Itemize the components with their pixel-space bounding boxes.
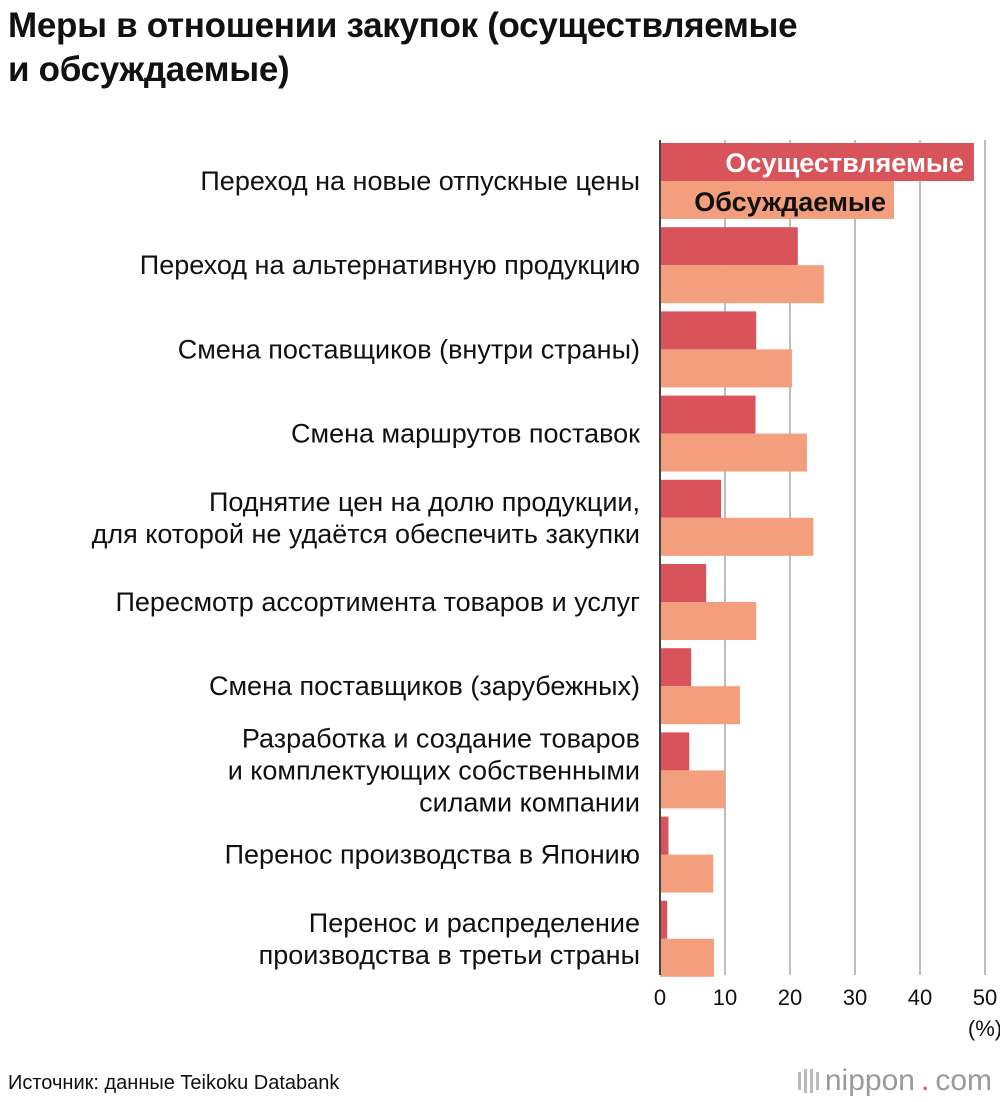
category-label-5-line-2: для которой не удаётся обеспечить закупк… bbox=[92, 519, 640, 549]
x-tick-label-30: 30 bbox=[843, 985, 867, 1010]
logo-tld: com bbox=[935, 1064, 992, 1097]
bar-implemented-3 bbox=[660, 311, 757, 350]
logo-name: nippon bbox=[824, 1064, 915, 1097]
bar-implemented-10 bbox=[660, 900, 668, 939]
bar-implemented-1 bbox=[660, 143, 974, 181]
bar-chart: 0 10 20 30 40 50 (%) Переход на новые отпускные… bbox=[92, 140, 1000, 1041]
bar-discussed-4 bbox=[660, 433, 807, 472]
legend-implemented: Осуществляемые bbox=[725, 148, 964, 178]
category-label-2: Переход на альтернативную продукцию bbox=[140, 250, 640, 280]
logo-mark-icon bbox=[797, 1069, 819, 1093]
x-tick-label-10: 10 bbox=[713, 985, 737, 1010]
bar-discussed-8 bbox=[660, 770, 725, 809]
category-label-8-line-3: силами компании bbox=[419, 787, 640, 817]
bar-implemented-7 bbox=[660, 648, 692, 687]
x-tick-label-40: 40 bbox=[908, 985, 932, 1010]
x-tick-label-50: 50 bbox=[973, 985, 997, 1010]
category-label-10-line-1: Перенос и распределение bbox=[309, 908, 640, 938]
category-label-3: Смена поставщиков (внутри страны) bbox=[178, 334, 640, 364]
logo-dot: . bbox=[920, 1064, 930, 1097]
category-label-6: Пересмотр ассортимента товаров и услуг bbox=[116, 587, 641, 617]
category-label-8-line-1: Разработка и создание товаров bbox=[242, 723, 640, 753]
category-label-8-line-2: и комплектующих собственными bbox=[228, 755, 640, 785]
bar-implemented-5 bbox=[660, 479, 722, 518]
bar-discussed-10 bbox=[660, 938, 714, 977]
bar-implemented-2 bbox=[660, 227, 798, 266]
chart-title-line-2: и обсуждаемые) bbox=[8, 50, 290, 89]
bar-discussed-5 bbox=[660, 517, 814, 556]
category-label-9: Перенос производства в Японию bbox=[225, 840, 640, 870]
nippon-logo: nippon. com bbox=[797, 1064, 992, 1098]
bar-discussed-7 bbox=[660, 686, 740, 725]
bar-implemented-4 bbox=[660, 395, 756, 434]
chart-title: Меры в отношении закупок (осуществляемые… bbox=[8, 4, 993, 92]
bar-discussed-3 bbox=[660, 349, 792, 388]
category-label-7: Смена поставщиков (зарубежных) bbox=[209, 671, 640, 701]
source-note: Источник: данные Teikoku Databank bbox=[8, 1072, 340, 1094]
category-label-10-line-2: производства в третьи страны bbox=[259, 940, 640, 970]
bar-discussed-9 bbox=[660, 854, 714, 893]
category-label-4: Смена маршрутов поставок bbox=[291, 419, 640, 449]
bar-discussed-2 bbox=[660, 265, 824, 304]
category-label-5-line-1: Поднятие цен на долю продукции, bbox=[209, 487, 640, 517]
legend-discussed: Обсуждаемые bbox=[694, 187, 886, 217]
bar-discussed-1 bbox=[660, 181, 894, 219]
bar-implemented-9 bbox=[660, 816, 669, 855]
bar-implemented-8 bbox=[660, 732, 690, 771]
bar-implemented-6 bbox=[660, 564, 707, 602]
x-axis-unit: (%) bbox=[968, 1016, 1000, 1041]
x-tick-label-20: 20 bbox=[778, 985, 802, 1010]
bar-discussed-6 bbox=[660, 602, 757, 640]
chart-title-line-1: Меры в отношении закупок (осуществляемые bbox=[8, 6, 798, 45]
x-tick-label-0: 0 bbox=[654, 985, 666, 1010]
category-label-1: Переход на новые отпускные цены bbox=[200, 166, 640, 196]
